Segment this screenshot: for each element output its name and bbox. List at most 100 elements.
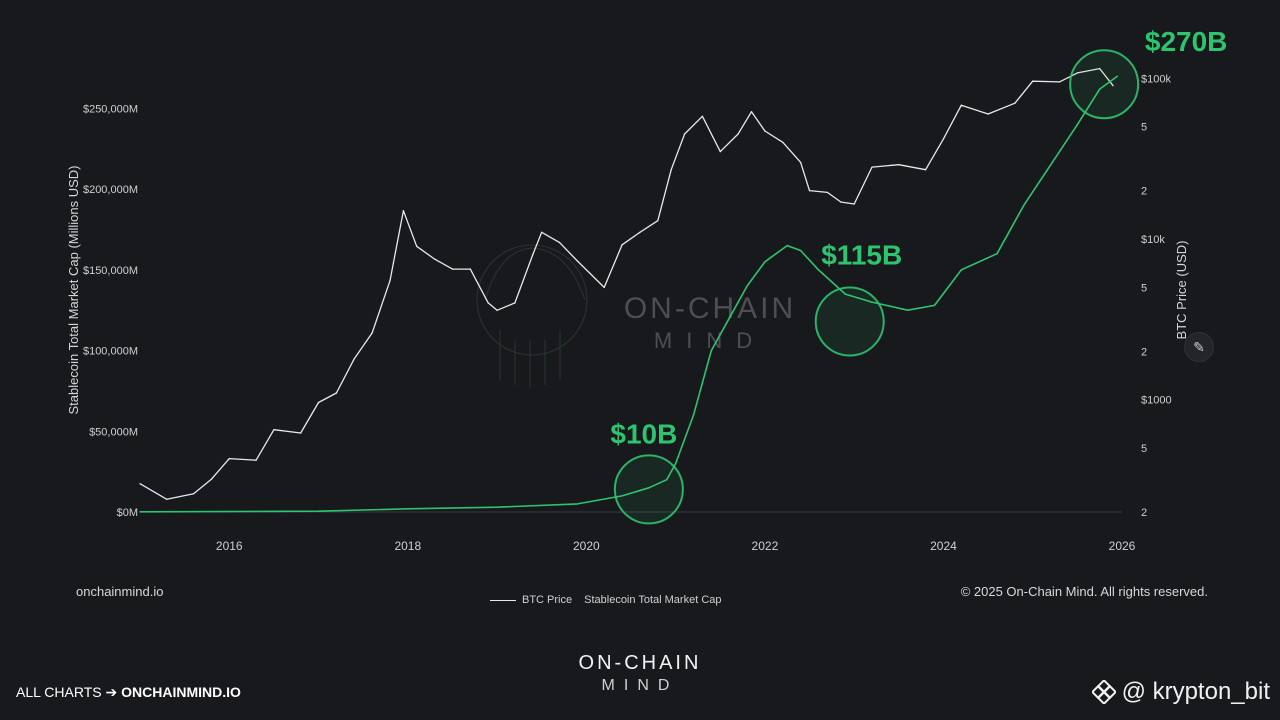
stablecoin-line-point	[407, 507, 409, 510]
btc-price-line-point	[273, 428, 275, 431]
all-charts-domain: ONCHAINMIND.IO	[121, 684, 241, 700]
stablecoin-line-point	[692, 414, 695, 416]
footer-logo: ON-CHAIN MIND	[0, 652, 1280, 695]
watermark-line1: ON-CHAIN	[624, 292, 796, 325]
btc-price-line-point	[514, 302, 516, 304]
btc-price-line-point	[656, 219, 659, 222]
btc-price-line-point	[576, 260, 579, 262]
stablecoin-line-point	[1098, 88, 1101, 90]
btc-price-line-point	[750, 110, 753, 113]
axes: 2016 2018 2020 2022 2024 2026 $0M $50,000M $100,…	[66, 73, 1189, 553]
pencil-icon: ✎	[1193, 338, 1205, 355]
btc-price-line-point	[451, 268, 454, 270]
annotation-circle	[1069, 49, 1140, 120]
y-left-tick-label: $250,000M	[83, 103, 138, 115]
stablecoin-line-point	[496, 506, 498, 508]
legend: BTC Price Stablecoin Total Market Cap	[490, 594, 722, 606]
btc-price-line-point	[808, 189, 811, 192]
stablecoin-line-point	[906, 309, 909, 312]
footer-logo-line1: ON-CHAIN	[578, 652, 702, 674]
y-right-tick-label: 2	[1141, 346, 1147, 358]
stablecoin-line-point	[786, 244, 789, 247]
x-tick-label: 2022	[752, 539, 779, 553]
brain-logo-icon	[476, 244, 588, 356]
btc-price-line-point	[737, 133, 739, 135]
btc-price-line-point	[871, 166, 873, 168]
stablecoin-line-point	[764, 260, 766, 263]
annotation-circle	[613, 454, 684, 525]
btc-price-line-point	[719, 150, 722, 153]
annotation-label: $10B	[610, 418, 677, 449]
stablecoin-line-point	[1023, 204, 1025, 207]
y-left-tick-label: $0M	[117, 507, 138, 519]
stablecoin-line-point	[674, 462, 677, 465]
all-charts-prefix: ALL CHARTS ➔	[16, 684, 122, 700]
btc-price-line-point	[1014, 102, 1016, 105]
y-left-title: Stablecoin Total Market Cap (Millions US…	[66, 165, 81, 414]
site-url[interactable]: onchainmind.io	[76, 584, 164, 599]
x-tick-label: 2020	[573, 539, 600, 553]
stablecoin-line-point	[317, 510, 320, 512]
x-tick-label: 2016	[216, 539, 243, 553]
btc-price-line-point	[942, 138, 945, 140]
stablecoin-line-point	[139, 511, 141, 513]
btc-price-line-point	[496, 309, 498, 312]
btc-price-line-point	[1098, 67, 1101, 70]
btc-price-line-point	[853, 203, 855, 205]
stablecoin-line-point	[1116, 75, 1119, 77]
annotations: $270B $115B $10B	[610, 26, 1228, 525]
btc-price-line-point	[924, 168, 927, 171]
btc-price-line-point	[1112, 84, 1114, 87]
y-right-tick-label: $10k	[1141, 234, 1165, 246]
btc-price-line-point	[192, 492, 195, 495]
annotation-label: $115B	[821, 240, 902, 271]
stablecoin-line	[139, 75, 1118, 513]
stablecoin-line-point	[933, 304, 936, 307]
btc-price-line-point	[415, 245, 418, 248]
btc-price-line-point	[255, 459, 257, 462]
legend-item-stablecoin[interactable]: Stablecoin Total Market Cap	[584, 594, 721, 606]
y-left-tick-label: $150,000M	[83, 265, 138, 277]
btc-price-line-point	[558, 241, 561, 244]
btc-price-line-point	[317, 401, 320, 404]
y-right-tick-label: $1000	[1141, 395, 1172, 407]
stablecoin-line-point	[665, 478, 668, 481]
y-right-tick-label: 2	[1141, 186, 1147, 198]
btc-price-line-point	[683, 133, 686, 135]
legend-label-btc: BTC Price	[522, 594, 573, 606]
btc-price-line-point	[402, 209, 405, 212]
stablecoin-line-point	[960, 269, 963, 271]
btc-price-line-point	[371, 332, 373, 334]
x-tick-label: 2018	[394, 539, 421, 553]
btc-price-line-point	[353, 357, 356, 360]
legend-label-stablecoin: Stablecoin Total Market Cap	[584, 594, 722, 606]
annotation-label: $270B	[1145, 26, 1228, 57]
btc-price-line-point	[1076, 72, 1079, 74]
stablecoin-line-point	[1049, 164, 1052, 166]
btc-price-line-point	[670, 168, 672, 171]
stablecoin-line-point	[844, 293, 847, 295]
stablecoin-line-point	[871, 301, 873, 303]
stablecoin-line-point	[817, 269, 820, 271]
btc-price-line-point	[228, 457, 231, 460]
btc-price-line-point	[781, 141, 784, 144]
stablecoin-line-point	[576, 503, 579, 505]
btc-price-line-point	[603, 286, 606, 289]
btc-price-line-point	[701, 115, 704, 118]
all-charts-link[interactable]: ALL CHARTS ➔ ONCHAINMIND.IO	[16, 684, 241, 701]
x-tick-label: 2024	[930, 539, 957, 553]
btc-price-line-point	[165, 498, 168, 501]
btc-price-line-point	[139, 482, 141, 485]
y-left-tick-label: $50,000M	[89, 426, 138, 438]
legend-item-btc[interactable]: BTC Price	[490, 594, 572, 606]
btc-price-line-point	[299, 432, 302, 434]
y-left-tick-label: $200,000M	[83, 184, 138, 196]
btc-price-line-point	[839, 201, 842, 203]
btc-price-line-point	[389, 279, 391, 282]
stablecoin-line-point	[1076, 123, 1079, 126]
footer-logo-line2: MIND	[601, 677, 679, 694]
btc-price-line	[139, 67, 1114, 500]
edit-button[interactable]: ✎	[1184, 332, 1214, 362]
btc-price-line-point	[1031, 80, 1034, 82]
